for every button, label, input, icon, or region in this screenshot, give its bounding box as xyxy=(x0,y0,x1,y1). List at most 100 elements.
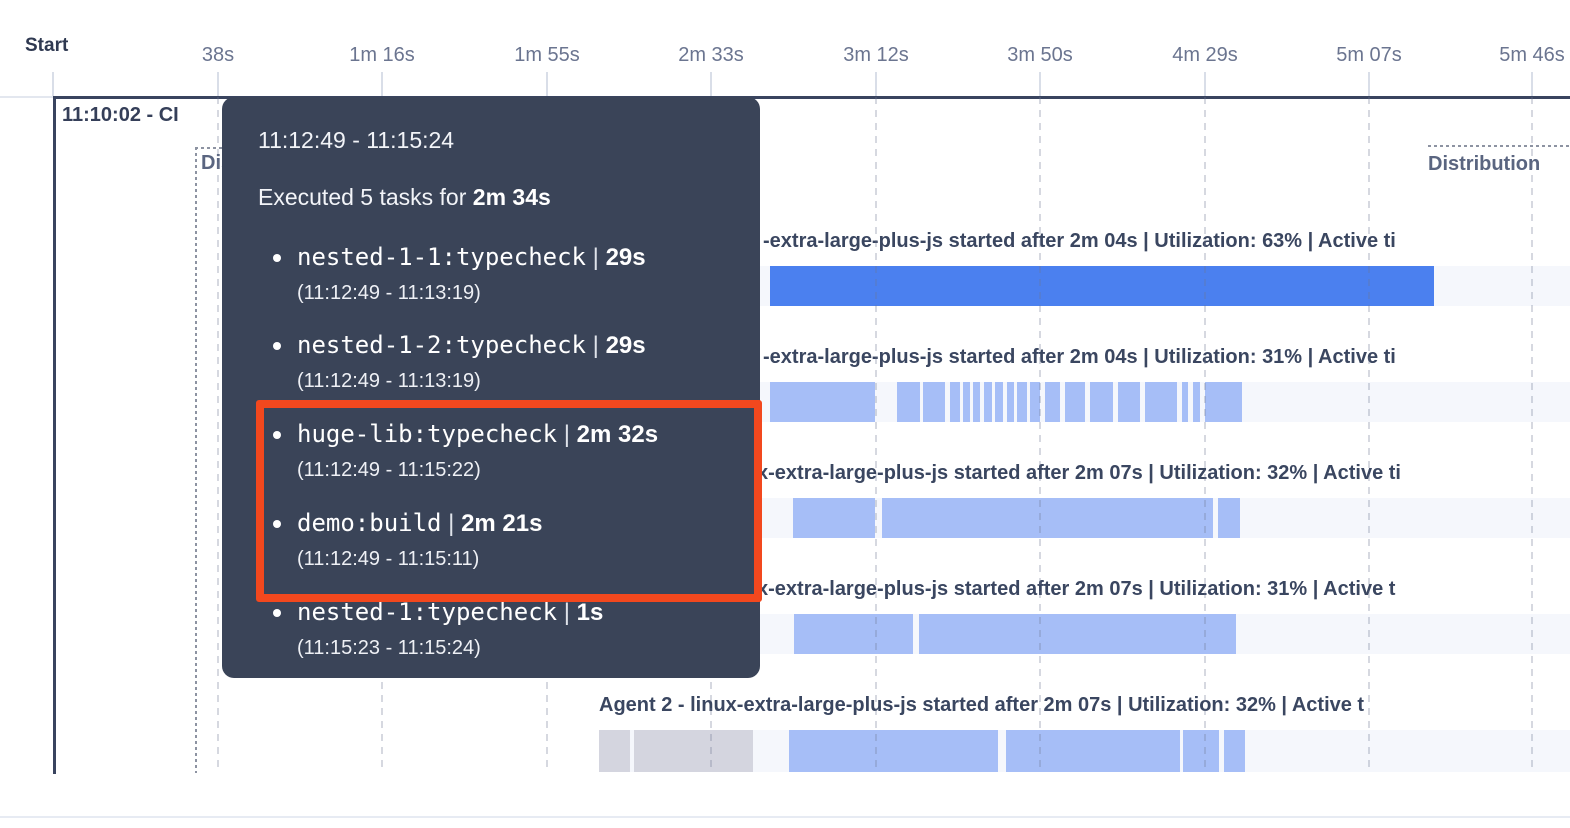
agent-bar-segment[interactable] xyxy=(919,614,1236,654)
axis-tick-mark xyxy=(1204,72,1206,97)
task-name: nested-1:typecheck xyxy=(297,598,558,626)
axis-tick-mark xyxy=(52,72,54,97)
agent-bar-segment[interactable] xyxy=(882,498,1213,538)
tooltip-time-range: 11:12:49 - 11:15:24 xyxy=(258,127,455,153)
task-name: huge-lib:typecheck xyxy=(297,420,558,448)
bullet-icon xyxy=(273,609,281,617)
agent-bar-segment[interactable] xyxy=(1182,382,1188,422)
task-separator: | xyxy=(557,421,577,448)
bullet-icon xyxy=(273,520,281,528)
agent-bar-segment[interactable] xyxy=(1017,382,1027,422)
task-duration: 1s xyxy=(576,599,604,626)
gridline xyxy=(1039,97,1041,773)
agent-row-label: -extra-large-plus-js started after 2m 04… xyxy=(763,346,1396,368)
bullet-icon xyxy=(273,342,281,350)
axis-tick-label: 5m 46s xyxy=(1499,44,1565,66)
agent-bar-segment[interactable] xyxy=(984,382,992,422)
task-time-range: (11:15:23 - 11:15:24) xyxy=(297,637,481,659)
agent-bar-segment[interactable] xyxy=(1205,382,1242,422)
task-time-range: (11:12:49 - 11:13:19) xyxy=(297,370,481,392)
agent-bar-segment[interactable] xyxy=(1218,498,1240,538)
agent-bar-segment[interactable] xyxy=(789,730,998,772)
agent-bar-segment[interactable] xyxy=(963,382,970,422)
distribution-right-top-border xyxy=(1428,145,1570,147)
axis-tick-mark xyxy=(381,72,383,97)
agent-bar-segment[interactable] xyxy=(793,498,875,538)
axis-tick-label: 5m 07s xyxy=(1336,44,1402,66)
gridline xyxy=(1204,97,1206,773)
task-name: nested-1-1:typecheck xyxy=(297,243,586,271)
tooltip-summary: Executed 5 tasks for 2m 34s xyxy=(258,184,551,211)
agent-bar-segment[interactable] xyxy=(634,730,753,772)
task-duration: 29s xyxy=(605,332,646,359)
agent-bar-segment[interactable] xyxy=(995,382,1003,422)
task-time-range: (11:12:49 - 11:15:22) xyxy=(297,459,481,481)
task-separator: | xyxy=(585,332,606,359)
agent-bar-segment[interactable] xyxy=(1145,382,1177,422)
agent-bar-segment[interactable] xyxy=(794,614,913,654)
bottom-divider xyxy=(0,816,1570,818)
tooltip: 11:12:49 - 11:15:24 Executed 5 tasks for… xyxy=(222,97,762,678)
agent-bar-segment[interactable] xyxy=(1065,382,1085,422)
task-line: nested-1-1:typecheck | 29s xyxy=(297,243,646,272)
build-box-top-border xyxy=(53,96,1570,99)
agent-bar-segment[interactable] xyxy=(1090,382,1113,422)
task-duration: 29s xyxy=(605,244,646,271)
agent-row-label: Agent 2 - linux-extra-large-plus-js star… xyxy=(599,694,1365,716)
agent-bar-segment[interactable] xyxy=(1007,382,1014,422)
agent-row-label: x-extra-large-plus-js started after 2m 0… xyxy=(757,462,1401,484)
task-separator: | xyxy=(557,599,577,626)
agent-bar-segment[interactable] xyxy=(973,382,980,422)
task-time-range: (11:12:49 - 11:15:11) xyxy=(297,548,480,570)
task-line: huge-lib:typecheck | 2m 32s xyxy=(297,420,658,449)
task-duration: 2m 32s xyxy=(576,421,659,448)
build-title: 11:10:02 - CI xyxy=(62,104,179,126)
gridline xyxy=(875,97,877,773)
distribution-label-right: Distribution xyxy=(1428,153,1541,175)
axis-tick-mark xyxy=(1531,72,1533,97)
tooltip-summary-prefix: Executed 5 tasks for xyxy=(258,184,473,210)
axis-tick-mark xyxy=(546,72,548,97)
gridline xyxy=(1531,97,1533,773)
agent-bar-segment[interactable] xyxy=(599,730,630,772)
agent-bar-segment[interactable] xyxy=(923,382,945,422)
agent-row-label: x-extra-large-plus-js started after 2m 0… xyxy=(757,578,1396,600)
distribution-left-border xyxy=(195,147,197,773)
agent-bar-segment[interactable] xyxy=(770,266,1434,306)
agent-bar-segment[interactable] xyxy=(1030,382,1040,422)
axis-tick-mark xyxy=(710,72,712,97)
gridline xyxy=(217,97,219,773)
agent-bar-segment[interactable] xyxy=(1045,382,1060,422)
axis-tick-mark xyxy=(875,72,877,97)
task-separator: | xyxy=(441,510,462,537)
task-name: nested-1-2:typecheck xyxy=(297,331,586,359)
axis-tick-label: 3m 50s xyxy=(1007,44,1073,66)
axis-tick-mark xyxy=(1368,72,1370,97)
agent-bar-segment[interactable] xyxy=(1224,730,1245,772)
axis-tick-label: 3m 12s xyxy=(843,44,909,66)
agent-bar-segment[interactable] xyxy=(770,382,875,422)
task-time-range: (11:12:49 - 11:13:19) xyxy=(297,282,481,304)
task-line: demo:build | 2m 21s xyxy=(297,509,542,538)
axis-tick-mark xyxy=(1039,72,1041,97)
axis-tick-mark xyxy=(217,72,219,97)
build-box-left-border xyxy=(53,96,56,774)
tooltip-summary-duration: 2m 34s xyxy=(472,184,551,210)
axis-start-label: Start xyxy=(25,35,69,56)
agent-bar-segment[interactable] xyxy=(950,382,960,422)
axis-tick-label: 1m 16s xyxy=(349,44,415,66)
bullet-icon xyxy=(273,431,281,439)
axis-tick-label: 38s xyxy=(201,44,235,66)
bullet-icon xyxy=(273,254,281,262)
agent-bar-segment[interactable] xyxy=(897,382,920,422)
axis-tick-label: 1m 55s xyxy=(514,44,580,66)
agent-bar-segment[interactable] xyxy=(1006,730,1180,772)
task-name: demo:build xyxy=(297,509,442,537)
agent-bar-segment[interactable] xyxy=(1193,382,1200,422)
agent-bar-segment[interactable] xyxy=(1118,382,1140,422)
axis-tick-label: 4m 29s xyxy=(1172,44,1238,66)
agent-bar-segment[interactable] xyxy=(1183,730,1219,772)
task-line: nested-1:typecheck | 1s xyxy=(297,598,603,627)
axis-tick-label: 2m 33s xyxy=(678,44,744,66)
